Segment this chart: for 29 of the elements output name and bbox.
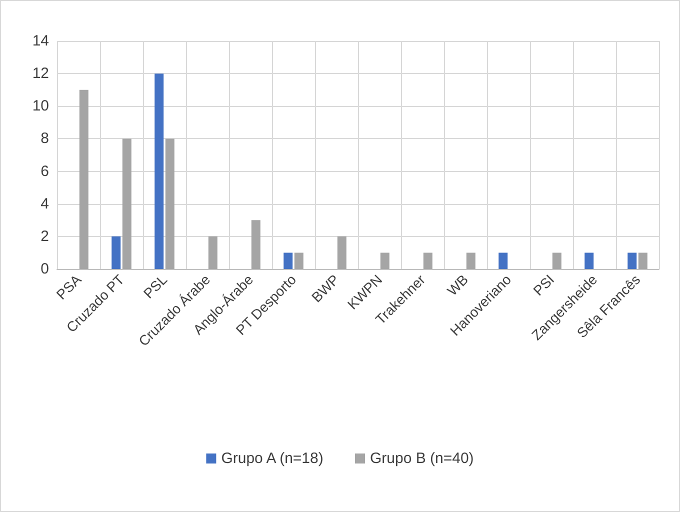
y-tick-label: 8 <box>40 130 49 148</box>
y-tick-label: 2 <box>40 228 49 245</box>
y-tick-label: 14 <box>32 32 49 50</box>
bar <box>284 252 293 269</box>
bar <box>380 252 390 269</box>
legend-label: Grupo A (n=18) <box>221 450 324 467</box>
bar <box>466 252 476 269</box>
bar <box>498 252 508 269</box>
bar <box>552 252 562 269</box>
bar <box>165 138 174 269</box>
bar <box>79 90 88 269</box>
bar <box>208 236 218 269</box>
y-tick-label: 0 <box>40 260 49 278</box>
bar <box>337 236 346 269</box>
x-tick-label: PSL <box>140 271 170 302</box>
y-tick-label: 12 <box>32 65 49 82</box>
bar <box>423 252 432 269</box>
y-tick-label: 4 <box>40 195 49 212</box>
bar <box>628 252 637 269</box>
legend-label: Grupo B (n=40) <box>370 450 474 467</box>
bar <box>154 74 164 269</box>
bar <box>112 236 121 269</box>
bar <box>584 252 594 269</box>
bar <box>294 252 304 269</box>
bar <box>251 220 260 269</box>
y-tick-label: 10 <box>32 98 49 115</box>
bar <box>122 138 132 269</box>
y-tick-label: 6 <box>40 162 49 180</box>
bar <box>638 252 648 269</box>
